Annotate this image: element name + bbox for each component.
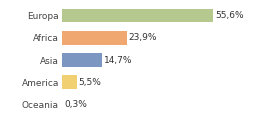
Text: 5,5%: 5,5% (79, 78, 102, 87)
Bar (62, 53, 102, 67)
Text: 0,3%: 0,3% (65, 100, 87, 109)
Text: 55,6%: 55,6% (215, 11, 244, 20)
Bar (62, 75, 76, 89)
Text: 23,9%: 23,9% (129, 33, 157, 42)
Text: 14,7%: 14,7% (104, 55, 132, 65)
Bar (62, 9, 213, 22)
Bar (62, 31, 127, 45)
